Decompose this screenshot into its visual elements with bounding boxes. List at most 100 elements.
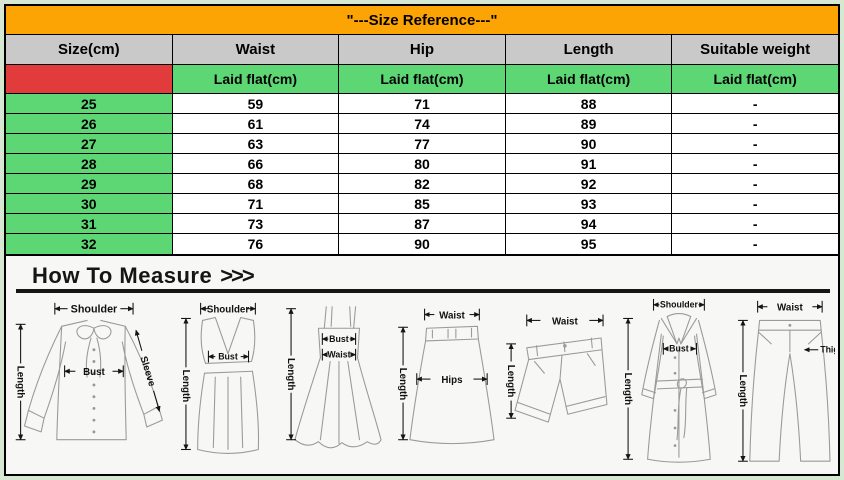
table-row: 26 61 74 89 - bbox=[6, 114, 838, 134]
blouse-sleeve-label: Sleeve bbox=[138, 355, 158, 388]
diagram-blouse: Shoulder Bust Sleeve Length bbox=[15, 302, 163, 441]
size-value: 28 bbox=[6, 154, 173, 173]
pants-measure-arrows: Waist Thigh Length bbox=[737, 300, 835, 462]
waist-value: 61 bbox=[173, 114, 340, 133]
diagram-tank-top: Shoulder Bust Length bbox=[180, 302, 259, 454]
table-title: "---Size Reference---" bbox=[346, 11, 498, 29]
hip-value: 85 bbox=[339, 194, 506, 213]
size-value: 26 bbox=[6, 114, 173, 133]
weight-value: - bbox=[752, 175, 758, 192]
size-table: "---Size Reference---" Size(cm) Waist Hi… bbox=[4, 4, 840, 254]
dress-drawing bbox=[294, 306, 382, 449]
divider-rule bbox=[16, 289, 830, 293]
weight-value: - bbox=[752, 236, 758, 252]
weight-value: - bbox=[752, 215, 758, 232]
blouse-drawing bbox=[23, 319, 163, 441]
waist-value: 68 bbox=[173, 174, 340, 193]
triple-chevron-icon: >>> bbox=[220, 263, 255, 288]
table-row: 32 76 90 95 - bbox=[6, 234, 838, 254]
table-subheader-row: Laid flat(cm) Laid flat(cm) Laid flat(cm… bbox=[6, 65, 838, 94]
tank-length-label: Length bbox=[180, 370, 191, 403]
weight-value: - bbox=[752, 95, 758, 112]
hip-value: 82 bbox=[339, 174, 506, 193]
coat-shoulder-label: Shoulder bbox=[659, 300, 698, 310]
subheader-laid-flat: Laid flat(cm) bbox=[172, 65, 340, 93]
column-header-size: Size(cm) bbox=[6, 35, 173, 64]
shorts-drawing bbox=[514, 337, 608, 423]
size-value: 29 bbox=[6, 174, 173, 193]
size-value: 25 bbox=[6, 94, 173, 113]
shorts-waist-label: Waist bbox=[552, 316, 578, 327]
skirt-waist-label: Waist bbox=[439, 310, 465, 321]
dress-length-label: Length bbox=[285, 358, 296, 391]
waist-value: 59 bbox=[173, 94, 340, 113]
length-value: 94 bbox=[506, 214, 673, 233]
table-row: 27 63 77 90 - bbox=[6, 134, 838, 154]
shorts-length-label: Length bbox=[505, 365, 516, 398]
skirt-hips-label: Hips bbox=[441, 375, 463, 386]
weight-value: - bbox=[752, 195, 758, 212]
table-row: 30 71 85 93 - bbox=[6, 194, 838, 214]
column-header-length: Length bbox=[506, 35, 673, 64]
tank-top-measure-arrows: Shoulder Bust Length bbox=[180, 302, 256, 451]
table-row: 29 68 82 92 - bbox=[6, 174, 838, 194]
size-value: 32 bbox=[6, 234, 173, 254]
skirt-length-label: Length bbox=[397, 368, 408, 401]
blouse-bust-label: Bust bbox=[83, 367, 105, 378]
red-cell bbox=[6, 65, 173, 93]
size-value: 31 bbox=[6, 214, 173, 233]
waist-value: 71 bbox=[173, 194, 340, 213]
dress-measure-arrows: Bust Waist Length bbox=[285, 308, 357, 441]
how-to-measure-section: How To Measure >>> bbox=[4, 254, 840, 476]
subheader-laid-flat: Laid flat(cm) bbox=[672, 65, 838, 93]
dress-waist-label: Waist bbox=[327, 350, 350, 360]
weight-value: - bbox=[752, 135, 758, 152]
tank-bust-label: Bust bbox=[218, 352, 238, 362]
waist-value: 76 bbox=[173, 234, 340, 254]
blouse-measure-arrows: Shoulder Bust Sleeve Length bbox=[15, 302, 161, 441]
column-header-weight: Suitable weight bbox=[700, 41, 811, 58]
table-row: 28 66 80 91 - bbox=[6, 154, 838, 174]
hip-value: 77 bbox=[339, 134, 506, 153]
hip-value: 71 bbox=[339, 94, 506, 113]
blouse-length-label: Length bbox=[15, 366, 26, 399]
hip-value: 90 bbox=[339, 234, 506, 254]
table-row: 25 59 71 88 - bbox=[6, 94, 838, 114]
waist-value: 73 bbox=[173, 214, 340, 233]
subheader-laid-flat: Laid flat(cm) bbox=[339, 65, 506, 93]
size-value: 27 bbox=[6, 134, 173, 153]
diagram-dress: Bust Waist Length bbox=[285, 306, 382, 449]
hip-value: 74 bbox=[339, 114, 506, 133]
table-title-row: "---Size Reference---" bbox=[6, 6, 838, 35]
diagram-shorts: Waist Length bbox=[505, 314, 608, 423]
diagram-skirt: Waist Hips Length bbox=[397, 308, 495, 445]
how-to-measure-header: How To Measure >>> bbox=[6, 256, 838, 288]
blouse-shoulder-label: Shoulder bbox=[71, 304, 118, 316]
coat-length-label: Length bbox=[622, 373, 633, 406]
subheader-laid-flat: Laid flat(cm) bbox=[505, 65, 673, 93]
coat-bust-label: Bust bbox=[669, 344, 689, 354]
hip-value: 87 bbox=[339, 214, 506, 233]
measure-diagrams: Shoulder Bust Sleeve Length bbox=[6, 293, 838, 471]
column-header-hip: Hip bbox=[339, 35, 506, 64]
table-row: 31 73 87 94 - bbox=[6, 214, 838, 234]
size-value: 30 bbox=[6, 194, 173, 213]
dress-bust-label: Bust bbox=[329, 334, 349, 344]
length-value: 89 bbox=[506, 114, 673, 133]
diagram-pants: Waist Thigh Length bbox=[737, 300, 835, 462]
column-header-waist: Waist bbox=[173, 35, 340, 64]
waist-value: 66 bbox=[173, 154, 340, 173]
length-value: 93 bbox=[506, 194, 673, 213]
pants-length-label: Length bbox=[737, 375, 748, 408]
tank-shoulder-label: Shoulder bbox=[206, 305, 249, 316]
weight-value: - bbox=[752, 155, 758, 172]
shorts-measure-arrows: Waist Length bbox=[505, 314, 604, 419]
skirt-drawing bbox=[408, 325, 495, 445]
length-value: 92 bbox=[506, 174, 673, 193]
pants-drawing bbox=[749, 319, 831, 462]
waist-value: 63 bbox=[173, 134, 340, 153]
hip-value: 80 bbox=[339, 154, 506, 173]
length-value: 91 bbox=[506, 154, 673, 173]
how-to-measure-title: How To Measure bbox=[32, 263, 213, 288]
